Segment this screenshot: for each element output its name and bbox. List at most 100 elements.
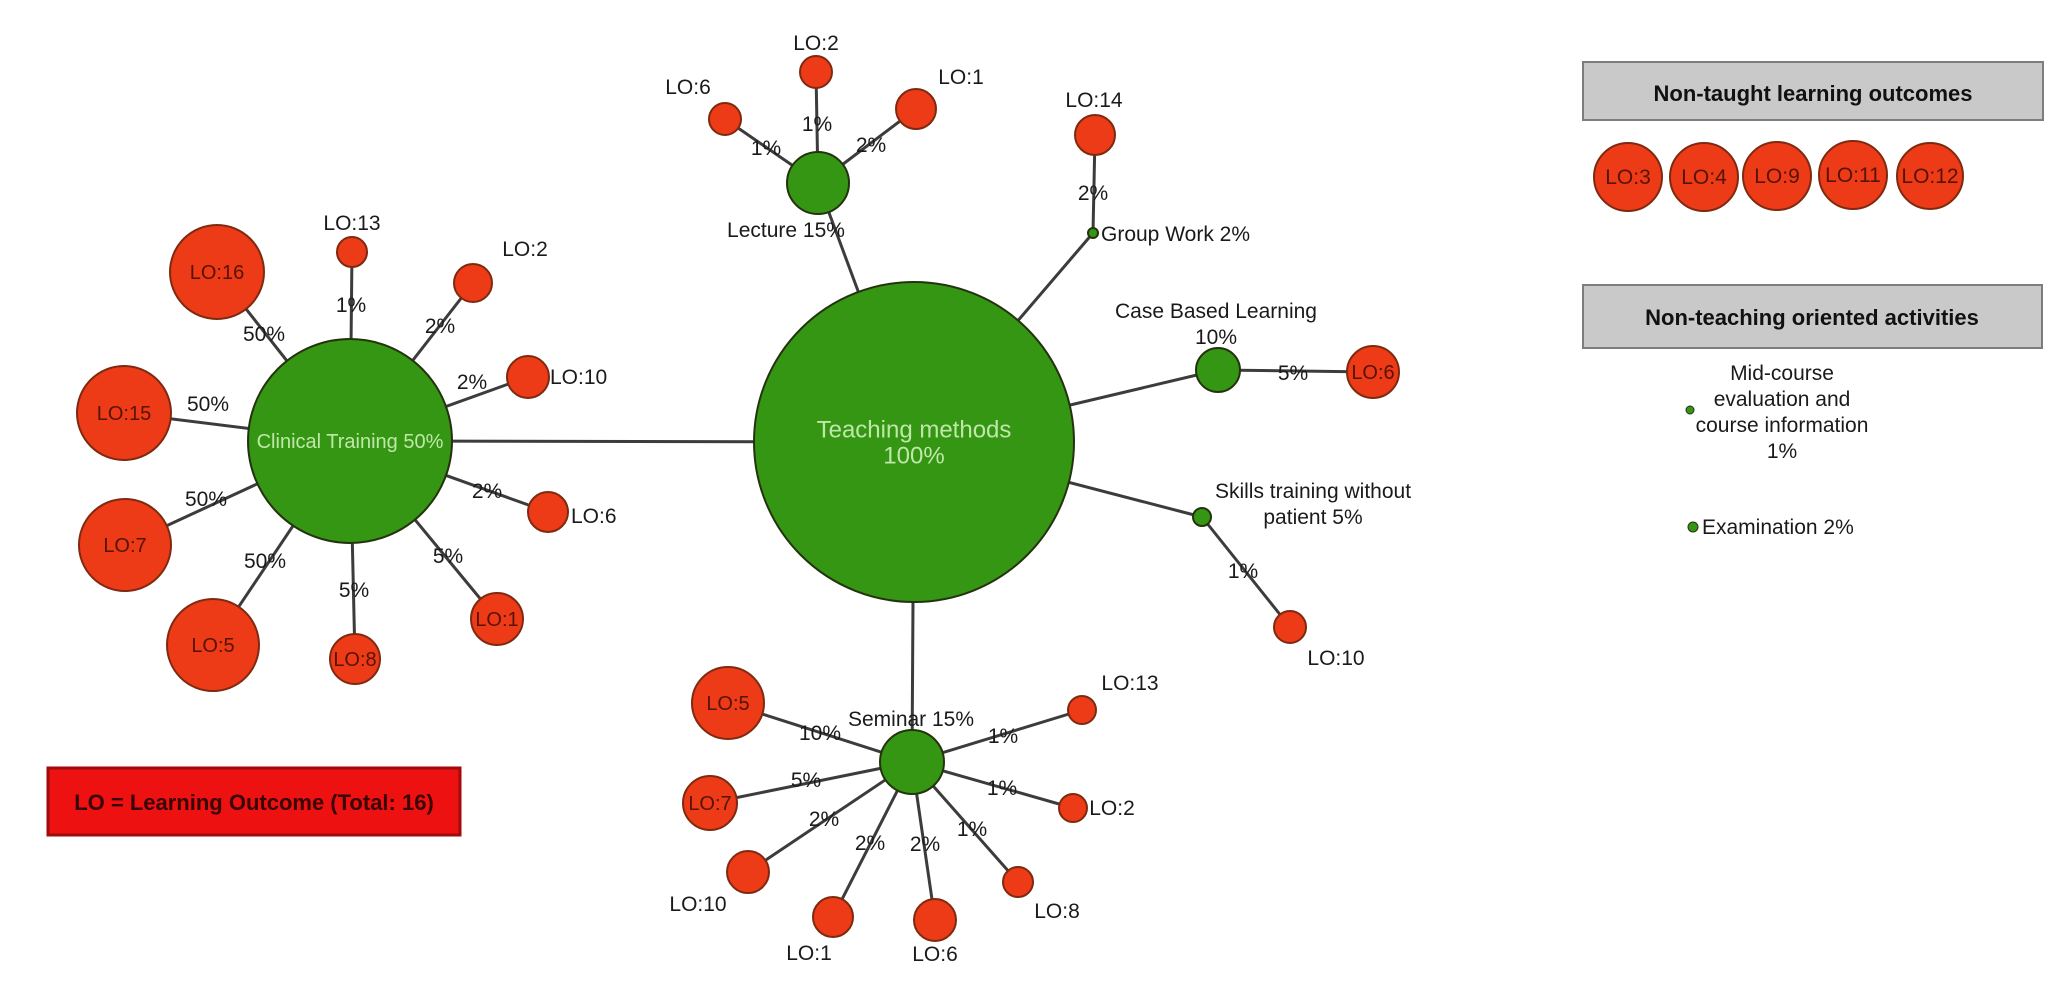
lec-lo2-circle bbox=[799, 55, 833, 89]
ct-lo1-label: LO:1 bbox=[475, 609, 518, 631]
ct-lo2-circle bbox=[453, 263, 493, 303]
sem-lo5-circle bbox=[691, 666, 765, 740]
mid-course-label: evaluation and bbox=[1714, 388, 1851, 411]
teaching-methods-label: 100% bbox=[883, 442, 944, 469]
lec-lo1-label: LO:1 bbox=[938, 66, 984, 89]
edge-label-lecture-lec-lo6: 1% bbox=[751, 137, 781, 160]
ct-lo15-circle bbox=[76, 365, 172, 461]
sem-lo1-circle bbox=[812, 896, 854, 938]
edge-label-lecture-lec-lo1: 2% bbox=[856, 134, 886, 157]
nt-lo11-label: LO:11 bbox=[1825, 164, 1881, 187]
examination-label: Examination 2% bbox=[1702, 516, 1854, 539]
sem-lo6-label: LO:6 bbox=[912, 943, 958, 966]
ct-lo16-circle bbox=[169, 224, 265, 320]
edge-seminar-sem-lo7 bbox=[709, 760, 913, 805]
nt-lo12-label: LO:12 bbox=[1901, 165, 1958, 188]
nt-lo9-circle bbox=[1742, 141, 1812, 211]
group-work-label: Group Work 2% bbox=[1101, 223, 1250, 246]
ct-lo7-label: LO:7 bbox=[103, 535, 146, 557]
ct-lo7-circle bbox=[78, 498, 172, 592]
edge-label-lecture-lec-lo2: 1% bbox=[802, 113, 832, 136]
ct-lo6-circle bbox=[527, 491, 569, 533]
sem-lo8-label: LO:8 bbox=[1034, 900, 1080, 923]
nt-lo12-circle bbox=[1896, 142, 1964, 210]
mid-course-label: course information bbox=[1696, 414, 1869, 437]
edge-label-clinical-training-ct-lo15: 50% bbox=[187, 393, 229, 416]
sem-lo10-circle bbox=[726, 850, 770, 894]
nt-lo3-label: LO:3 bbox=[1605, 166, 1651, 189]
ct-lo8-label: LO:8 bbox=[333, 649, 376, 671]
mid-course-dot bbox=[1685, 405, 1695, 415]
edge-label-seminar-sem-lo13: 1% bbox=[988, 725, 1018, 748]
edge-label-lo14-group-work: 2% bbox=[1078, 182, 1108, 205]
edge-label-clinical-training-ct-lo5: 50% bbox=[244, 550, 286, 573]
sk-lo10-label: LO:10 bbox=[1307, 647, 1364, 670]
edge-label-clinical-training-ct-lo10: 2% bbox=[457, 371, 487, 394]
edge-label-clinical-training-ct-lo8: 5% bbox=[339, 579, 369, 602]
edge-label-seminar-sem-lo8: 1% bbox=[957, 818, 987, 841]
teaching-methods-label: Teaching methods bbox=[817, 416, 1012, 443]
non-taught-panel: Non-taught learning outcomes LO:3 LO:4 LO:… bbox=[1582, 61, 2044, 212]
sem-lo2-circle bbox=[1058, 793, 1088, 823]
teaching-methods-circle bbox=[753, 281, 1075, 603]
ct-lo2-label: LO:2 bbox=[502, 238, 548, 261]
sem-lo10-label: LO:10 bbox=[669, 893, 726, 916]
mid-course-label: Mid-course bbox=[1730, 362, 1834, 385]
lo-legend: LO = Learning Outcome (Total: 16) bbox=[46, 766, 462, 837]
ct-lo10-label: LO:10 bbox=[550, 366, 607, 389]
ct-lo13-circle bbox=[336, 236, 368, 268]
edge-label-clinical-training-ct-lo7: 50% bbox=[185, 488, 227, 511]
lec-lo6-circle bbox=[708, 102, 742, 136]
edge-label-seminar-sem-lo2: 1% bbox=[987, 777, 1017, 800]
edge-label-seminar-sem-lo5: 10% bbox=[799, 722, 841, 745]
edge-label-clinical-training-ct-lo1: 5% bbox=[433, 545, 463, 568]
ct-lo5-label: LO:5 bbox=[191, 635, 234, 657]
lo-legend-box bbox=[46, 766, 462, 837]
non-teaching-header-title: Non-teaching oriented activities bbox=[1645, 305, 1979, 330]
nodes-layer bbox=[76, 55, 1400, 942]
non-teaching-activities-layer: Mid-course evaluation and course informati… bbox=[1685, 362, 1869, 539]
edge-label-seminar-sem-lo7: 5% bbox=[791, 769, 821, 792]
ct-lo10-circle bbox=[506, 355, 550, 399]
edge-skills-training-sk-lo10 bbox=[1200, 516, 1292, 628]
edge-label-clinical-training-ct-lo6: 2% bbox=[472, 480, 502, 503]
edge-label-seminar-sem-lo6: 2% bbox=[910, 833, 940, 856]
nt-lo11-circle bbox=[1818, 140, 1888, 210]
lec-lo1-circle bbox=[895, 88, 937, 130]
ct-lo1-circle bbox=[470, 592, 524, 646]
lecture-label: Lecture 15% bbox=[727, 219, 845, 242]
lo14-circle bbox=[1074, 114, 1116, 156]
ct-lo5-circle bbox=[166, 598, 260, 692]
seminar-label: Seminar 15% bbox=[848, 708, 974, 731]
clinical-training-label: Clinical Training 50% bbox=[257, 431, 444, 453]
case-based-learning-label: Case Based Learning bbox=[1115, 300, 1317, 323]
group-work-circle bbox=[1087, 227, 1099, 239]
sem-lo7-label: LO:7 bbox=[688, 793, 731, 815]
skills-training-label: patient 5% bbox=[1263, 506, 1362, 529]
edge-label-case-based-learning-cbl-lo6: 5% bbox=[1278, 362, 1308, 385]
sem-lo13-label: LO:13 bbox=[1101, 672, 1158, 695]
cbl-lo6-circle bbox=[1346, 345, 1400, 399]
ct-lo6-label: LO:6 bbox=[571, 505, 617, 528]
cbl-lo6-label: LO:6 bbox=[1351, 362, 1394, 384]
sem-lo2-label: LO:2 bbox=[1089, 797, 1135, 820]
nt-lo9-label: LO:9 bbox=[1754, 165, 1800, 188]
edge-label-seminar-sem-lo10: 2% bbox=[809, 808, 839, 831]
ct-lo15-label: LO:15 bbox=[97, 403, 151, 425]
ct-lo16-label: LO:16 bbox=[190, 262, 244, 284]
non-taught-header-box bbox=[1582, 61, 2044, 121]
non-teaching-header-box bbox=[1582, 284, 2043, 349]
edge-label-clinical-training-ct-lo13: 1% bbox=[336, 294, 366, 317]
nt-lo4-circle bbox=[1669, 142, 1739, 212]
ct-lo13-label: LO:13 bbox=[323, 212, 380, 235]
examination-dot bbox=[1687, 521, 1699, 533]
case-based-learning-circle bbox=[1195, 347, 1241, 393]
non-taught-header-title: Non-taught learning outcomes bbox=[1654, 81, 1973, 106]
edge-label-seminar-sem-lo1: 2% bbox=[855, 832, 885, 855]
sem-lo5-label: LO:5 bbox=[706, 693, 749, 715]
labels-layer: 50%1%2%2%50%50%50%5%5%2%1%1%2%2%5%1%10%5… bbox=[97, 32, 1411, 966]
sk-lo10-circle bbox=[1273, 610, 1307, 644]
lec-lo6-label: LO:6 bbox=[665, 76, 711, 99]
